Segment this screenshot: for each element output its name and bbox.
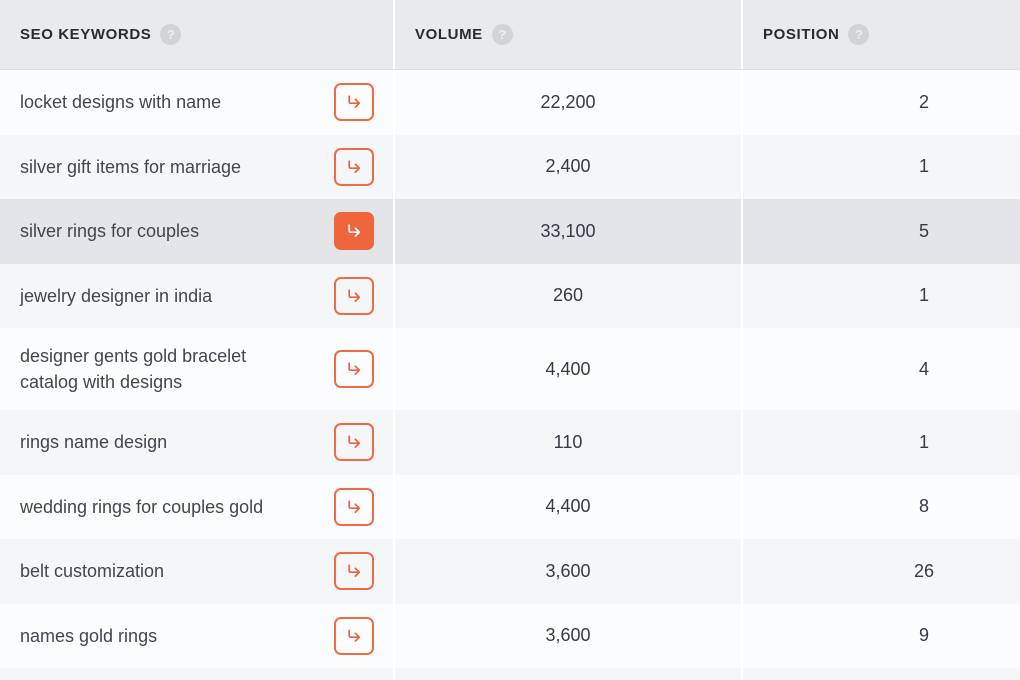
open-keyword-button[interactable] — [334, 552, 374, 591]
volume-value: 2,400 — [545, 156, 591, 177]
volume-value: 33,100 — [540, 220, 596, 241]
keyword-label: belt customization — [20, 561, 165, 582]
redirect-arrow-icon — [348, 362, 361, 375]
volume-cell: 4,400 — [395, 328, 743, 410]
table-row[interactable]: silver gift items for marriage 2,400 1 — [0, 134, 1020, 200]
redirect-arrow-icon — [348, 95, 361, 109]
keyword-cell: belt customization — [0, 539, 395, 604]
volume-header-label: VOLUME — [415, 26, 483, 43]
keyword-cell: rings name design — [0, 410, 395, 475]
position-cell: 2 — [743, 70, 1020, 135]
position-cell: 1 — [743, 410, 1020, 475]
volume-value: 22,200 — [540, 91, 596, 112]
volume-cell: 3,600 — [395, 603, 743, 668]
position-value: 8 — [918, 496, 929, 517]
table-header: SEO KEYWORDS ? VOLUME ? POSITION ? — [0, 0, 1020, 70]
position-header-label: POSITION — [763, 26, 840, 43]
help-icon[interactable]: ? — [491, 24, 513, 45]
position-value: 5 — [918, 220, 929, 241]
volume-cell: 260 — [395, 263, 743, 328]
volume-value: 4,400 — [545, 496, 591, 517]
keyword-label: wedding rings for couples gold — [20, 496, 264, 517]
table-row[interactable]: locket designs with name 22,200 2 — [0, 70, 1020, 135]
redirect-arrow-icon — [348, 500, 361, 513]
redirect-arrow-icon — [348, 289, 361, 302]
redirect-arrow-icon — [348, 564, 361, 578]
position-cell: 4 — [743, 328, 1020, 410]
volume-cell: 3,600 — [395, 539, 743, 604]
table-body: locket designs with name 22,200 2 silver… — [0, 70, 1020, 668]
position-value: 4 — [918, 358, 929, 379]
volume-cell: 4,400 — [395, 474, 743, 539]
table-row[interactable]: wedding rings for couples gold 4,400 8 — [0, 474, 1020, 540]
position-value: 1 — [918, 156, 929, 177]
keyword-label: names gold rings — [20, 625, 158, 646]
keyword-label: rings name design — [20, 432, 168, 453]
position-cell: 8 — [743, 475, 1020, 540]
keyword-label: jewelry designer in india — [20, 285, 213, 306]
volume-value: 3,600 — [545, 560, 591, 581]
table-row[interactable]: designer gents gold bracelet catalog wit… — [0, 328, 1020, 410]
keyword-label: designer gents gold bracelet catalog wit… — [20, 345, 247, 392]
seo-keywords-header-label: SEO KEYWORDS — [20, 26, 152, 43]
keyword-cell: silver rings for couples — [0, 199, 395, 264]
position-value: 26 — [913, 560, 935, 581]
position-cell: 9 — [743, 604, 1020, 669]
redirect-arrow-icon — [348, 629, 361, 642]
column-header-position: POSITION ? — [743, 0, 1020, 69]
position-value: 1 — [918, 285, 929, 306]
open-keyword-button[interactable] — [334, 350, 374, 388]
keyword-cell: jewelry designer in india — [0, 263, 395, 328]
volume-cell: 2,400 — [395, 134, 743, 199]
keyword-label: silver rings for couples — [20, 221, 200, 242]
column-header-seo-keywords: SEO KEYWORDS ? — [0, 0, 395, 69]
next-row-position-segment — [743, 668, 1020, 680]
keyword-label: silver gift items for marriage — [20, 156, 242, 177]
volume-value: 3,600 — [545, 625, 591, 646]
column-header-volume: VOLUME ? — [395, 0, 743, 69]
help-icon[interactable]: ? — [848, 24, 870, 45]
keyword-cell: locket designs with name — [0, 70, 395, 135]
volume-cell: 22,200 — [395, 70, 743, 135]
position-value: 2 — [918, 91, 929, 112]
redirect-arrow-icon — [348, 435, 361, 449]
open-keyword-button[interactable] — [334, 212, 374, 251]
open-keyword-button[interactable] — [334, 276, 374, 315]
next-row-keyword-segment — [0, 668, 395, 680]
redirect-arrow-icon — [348, 160, 361, 173]
volume-cell: 110 — [395, 410, 743, 475]
volume-value: 260 — [552, 285, 584, 306]
position-cell: 1 — [743, 264, 1020, 329]
open-keyword-button[interactable] — [334, 487, 374, 526]
help-icon[interactable]: ? — [160, 24, 182, 45]
table-row[interactable]: belt customization 3,600 26 — [0, 539, 1020, 604]
position-value: 1 — [918, 431, 929, 452]
volume-cell: 33,100 — [395, 199, 743, 264]
position-cell: 26 — [743, 539, 1020, 604]
volume-value: 4,400 — [545, 358, 591, 379]
table-row[interactable]: rings name design 110 1 — [0, 410, 1020, 475]
volume-value: 110 — [553, 431, 583, 452]
open-keyword-button[interactable] — [334, 616, 374, 655]
open-keyword-button[interactable] — [334, 423, 374, 462]
table-row[interactable]: silver rings for couples 33,100 5 — [0, 199, 1020, 264]
open-keyword-button[interactable] — [334, 147, 374, 186]
keyword-cell: wedding rings for couples gold — [0, 474, 395, 539]
position-cell: 5 — [743, 199, 1020, 264]
next-row-peek — [0, 668, 1020, 680]
redirect-arrow-icon — [348, 224, 361, 238]
next-row-volume-segment — [395, 668, 743, 680]
keyword-cell: names gold rings — [0, 603, 395, 668]
position-value: 9 — [918, 625, 929, 646]
keyword-label: locket designs with name — [20, 92, 222, 113]
keyword-cell: designer gents gold bracelet catalog wit… — [0, 328, 395, 410]
open-keyword-button[interactable] — [334, 83, 374, 122]
position-cell: 1 — [743, 135, 1020, 200]
table-row[interactable]: names gold rings 3,600 9 — [0, 603, 1020, 669]
keyword-cell: silver gift items for marriage — [0, 134, 395, 199]
table-row[interactable]: jewelry designer in india 260 1 — [0, 263, 1020, 329]
